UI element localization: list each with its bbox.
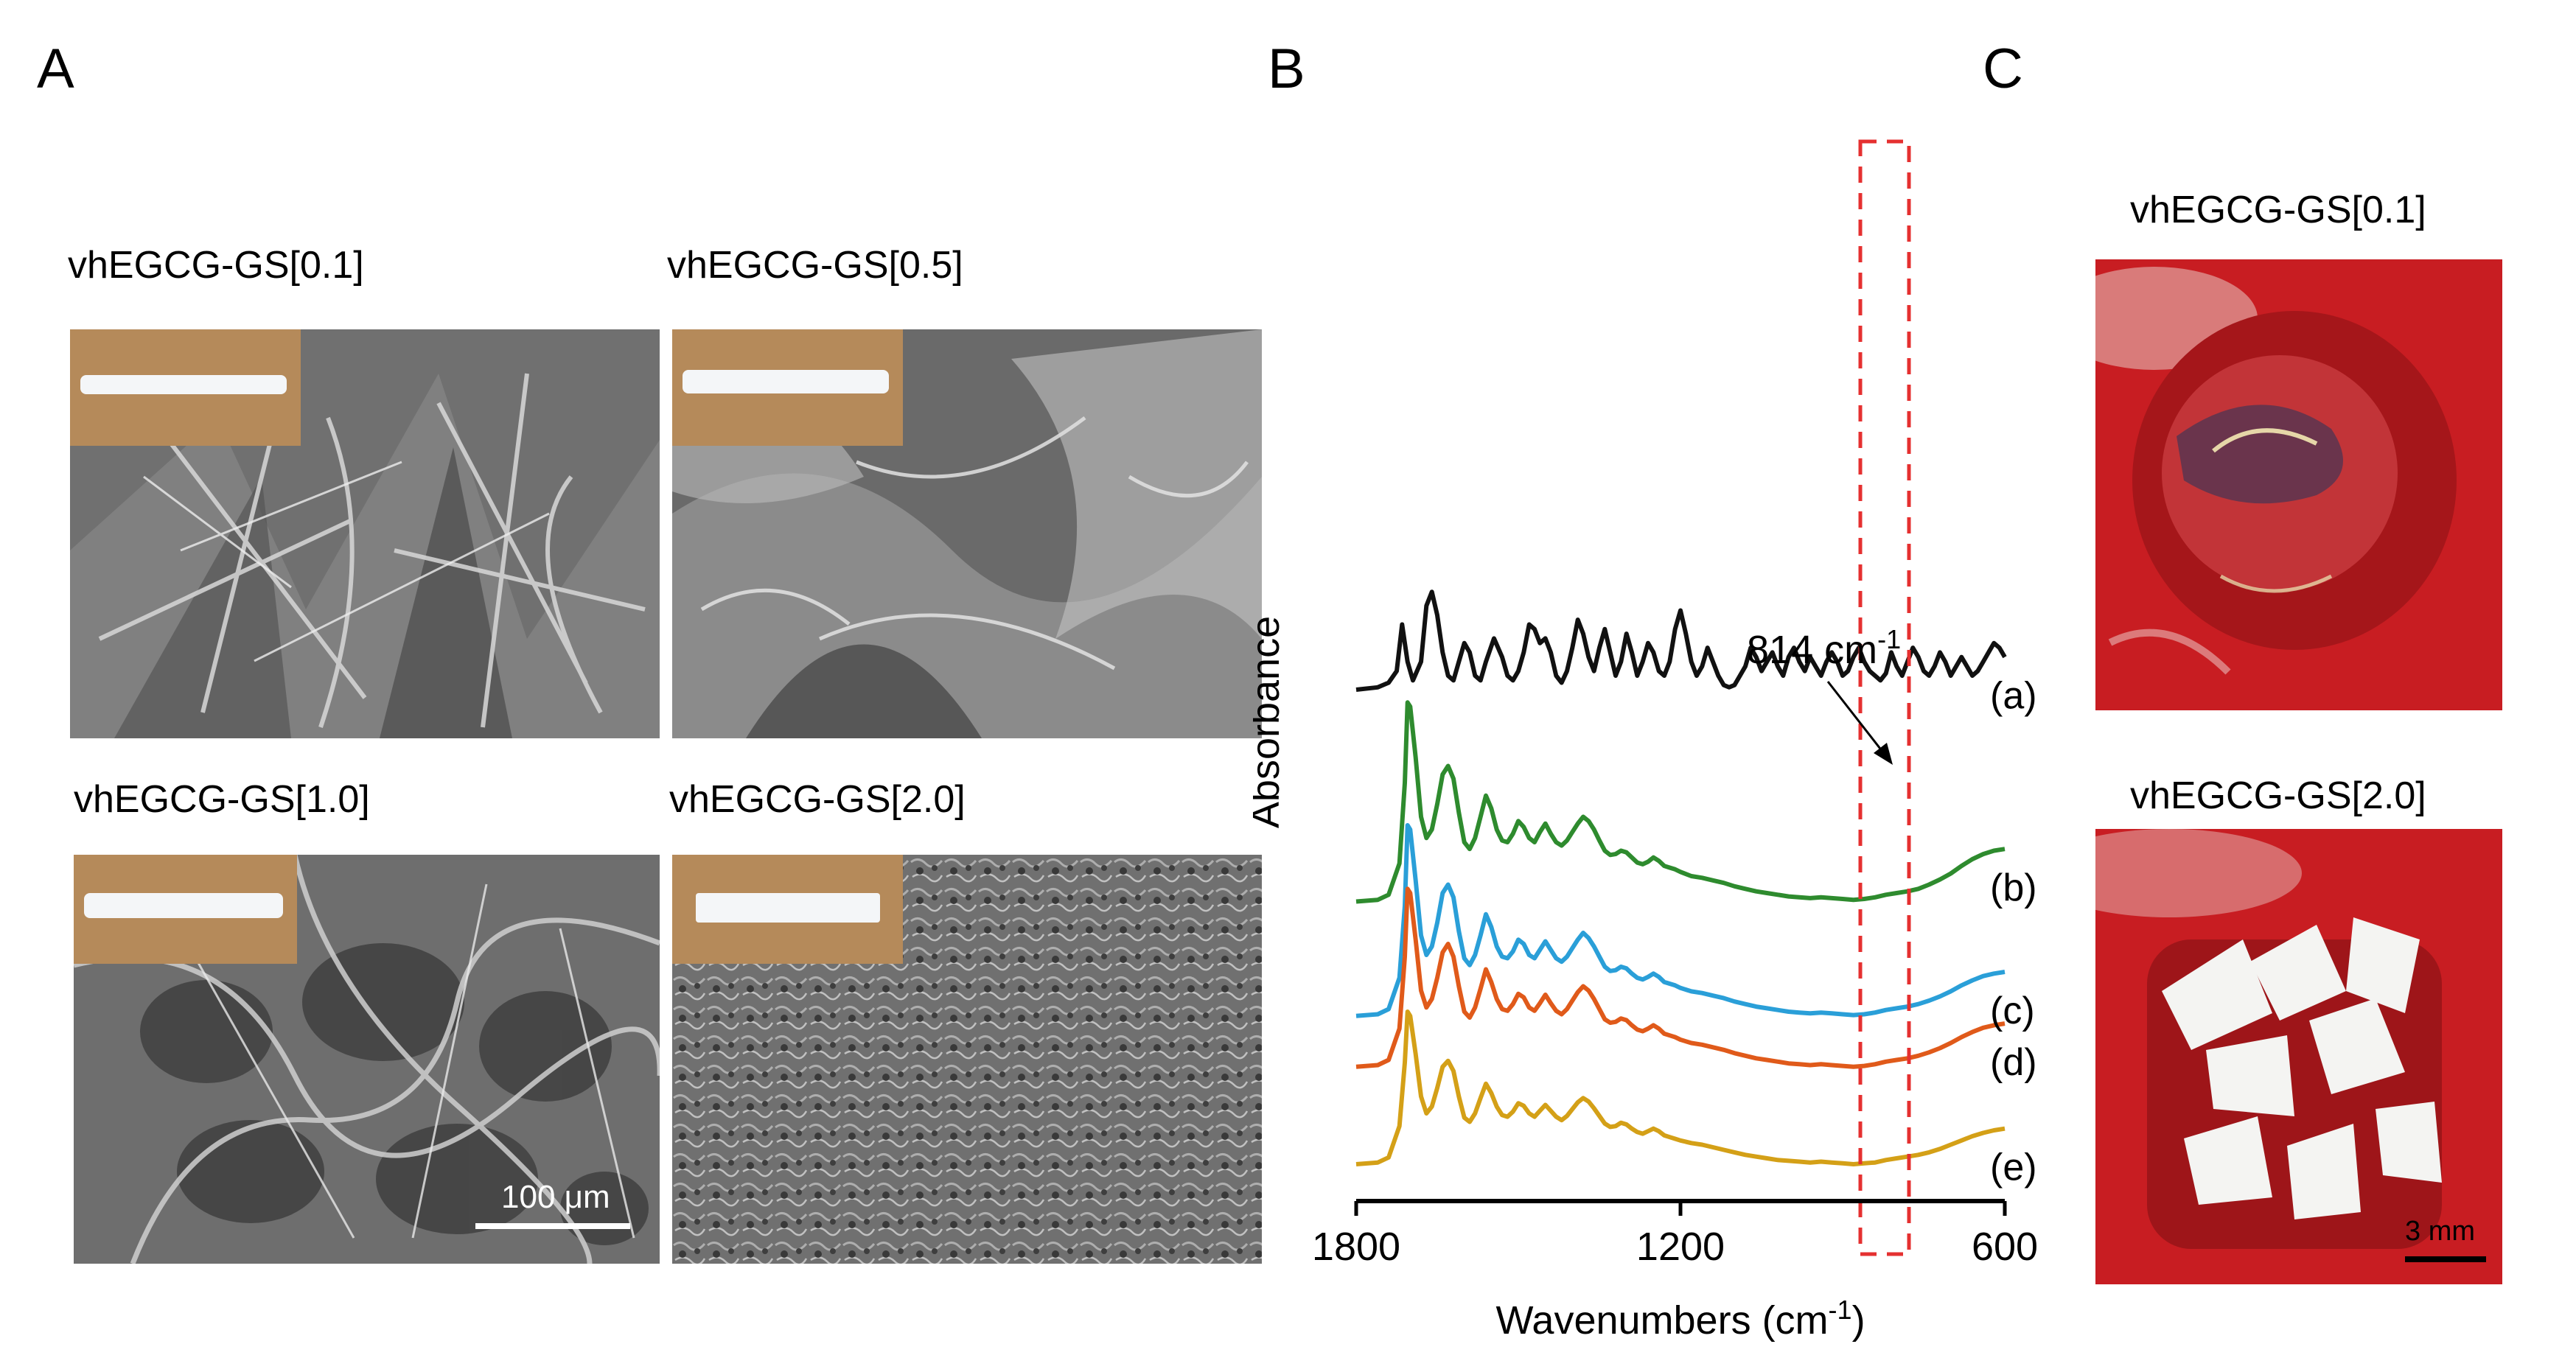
peak-arrow-head	[1874, 743, 1893, 765]
peak-annotation-sup: -1	[1877, 624, 1901, 654]
series-label-b: (b)	[1990, 867, 2037, 909]
sem-image-2-0	[672, 855, 1262, 1264]
y-axis-label: Absorbance	[1253, 616, 1288, 828]
sem-inset-2-0	[672, 855, 903, 964]
panel-letter-c: C	[1983, 38, 2023, 100]
curve-labels: (a) (b) (c) (d) (e)	[1990, 675, 2037, 1189]
sem-label-1-0: vhEGCG-GS[1.0]	[74, 778, 370, 821]
series-label-a: (a)	[1990, 675, 2037, 718]
x-axis-label: Wavenumbers (cm-1)	[1495, 1295, 1865, 1343]
photo-label-2-0: vhEGCG-GS[2.0]	[2130, 774, 2426, 817]
sem-inset-0-1	[70, 329, 301, 446]
panel-letter-a: A	[37, 38, 74, 100]
photo-label-0-1: vhEGCG-GS[0.1]	[2130, 189, 2426, 231]
x-axis-label-sup: -1	[1829, 1295, 1852, 1325]
sem-label-2-0: vhEGCG-GS[2.0]	[669, 778, 966, 821]
series-label-d: (d)	[1990, 1041, 2037, 1084]
defect-photo-0-1	[2095, 259, 2502, 710]
sem-scale-bar-label: 100 μm	[501, 1179, 610, 1215]
sem-image-0-5	[672, 329, 1262, 738]
x-axis-label-close: )	[1852, 1298, 1865, 1343]
photo-scale-bar	[2405, 1256, 2486, 1262]
x-tick-label-600: 600	[1972, 1225, 2038, 1269]
sem-image-1-0: 100 μm	[74, 855, 660, 1264]
sem-scale-bar	[475, 1223, 630, 1229]
peak-arrow-line	[1826, 681, 1887, 756]
series-label-e: (e)	[1990, 1147, 2037, 1189]
x-axis-ticks: 1800 1200 600	[1312, 1201, 2038, 1269]
series-line-c	[1355, 823, 2006, 1018]
peak-annotation: 814 cm-1	[1747, 624, 1901, 673]
x-tick-label-1200: 1200	[1636, 1225, 1725, 1269]
series-line-d	[1355, 886, 2006, 1069]
sem-label-0-5: vhEGCG-GS[0.5]	[667, 244, 963, 287]
series-line-a	[1355, 589, 2007, 692]
x-tick-label-1800: 1800	[1312, 1225, 1400, 1269]
series-label-c: (c)	[1990, 990, 2035, 1032]
highlight-box-814	[1858, 139, 1911, 1256]
sem-inset-1-0	[74, 855, 297, 964]
x-axis-label-text: Wavenumbers (cm	[1495, 1298, 1828, 1343]
sem-image-0-1	[70, 329, 660, 738]
peak-annotation-text: 814 cm	[1747, 628, 1877, 672]
ftir-chart: 1800 1200 600 Absorbance Wavenumbers (cm-1…	[1253, 139, 2038, 1343]
defect-photo-2-0: 3 mm	[2095, 829, 2502, 1284]
photo-scale-bar-label: 3 mm	[2405, 1216, 2475, 1247]
sem-inset-0-5	[672, 329, 903, 446]
sem-label-0-1: vhEGCG-GS[0.1]	[68, 244, 364, 287]
ftir-curves	[1355, 589, 2007, 1166]
panel-letter-b: B	[1268, 38, 1305, 100]
series-line-b	[1355, 700, 2006, 904]
series-line-e	[1355, 1009, 2006, 1166]
